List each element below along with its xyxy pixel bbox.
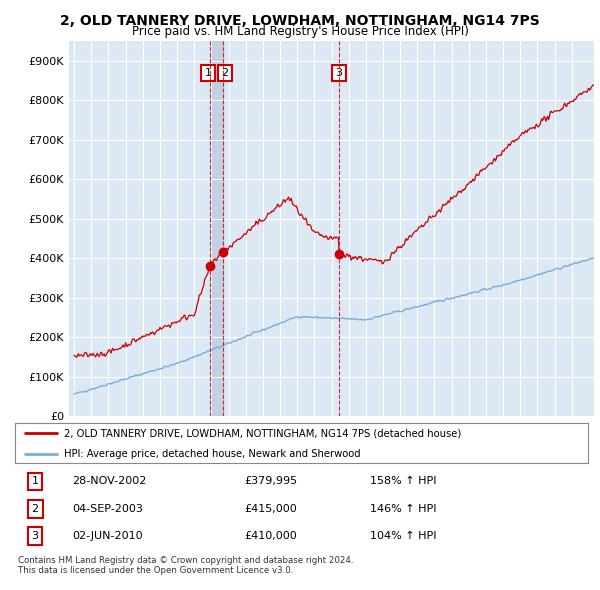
- Text: 2: 2: [31, 504, 38, 514]
- Text: 28-NOV-2002: 28-NOV-2002: [73, 477, 146, 487]
- Text: 104% ↑ HPI: 104% ↑ HPI: [370, 531, 437, 541]
- Text: £415,000: £415,000: [244, 504, 297, 514]
- Text: 1: 1: [205, 68, 211, 78]
- Text: Contains HM Land Registry data © Crown copyright and database right 2024.
This d: Contains HM Land Registry data © Crown c…: [18, 556, 353, 575]
- Text: 2, OLD TANNERY DRIVE, LOWDHAM, NOTTINGHAM, NG14 7PS: 2, OLD TANNERY DRIVE, LOWDHAM, NOTTINGHA…: [60, 14, 540, 28]
- Text: 2: 2: [221, 68, 228, 78]
- Text: 02-JUN-2010: 02-JUN-2010: [73, 531, 143, 541]
- Text: 3: 3: [335, 68, 342, 78]
- Text: Price paid vs. HM Land Registry's House Price Index (HPI): Price paid vs. HM Land Registry's House …: [131, 25, 469, 38]
- Text: £410,000: £410,000: [244, 531, 297, 541]
- Text: 3: 3: [32, 531, 38, 541]
- Text: 2, OLD TANNERY DRIVE, LOWDHAM, NOTTINGHAM, NG14 7PS (detached house): 2, OLD TANNERY DRIVE, LOWDHAM, NOTTINGHA…: [64, 428, 461, 438]
- Text: 1: 1: [32, 477, 38, 487]
- Text: HPI: Average price, detached house, Newark and Sherwood: HPI: Average price, detached house, Newa…: [64, 450, 361, 460]
- Text: £379,995: £379,995: [244, 477, 298, 487]
- Text: 146% ↑ HPI: 146% ↑ HPI: [370, 504, 437, 514]
- Bar: [209, 41, 223, 416]
- Text: 158% ↑ HPI: 158% ↑ HPI: [370, 477, 437, 487]
- Text: 04-SEP-2003: 04-SEP-2003: [73, 504, 143, 514]
